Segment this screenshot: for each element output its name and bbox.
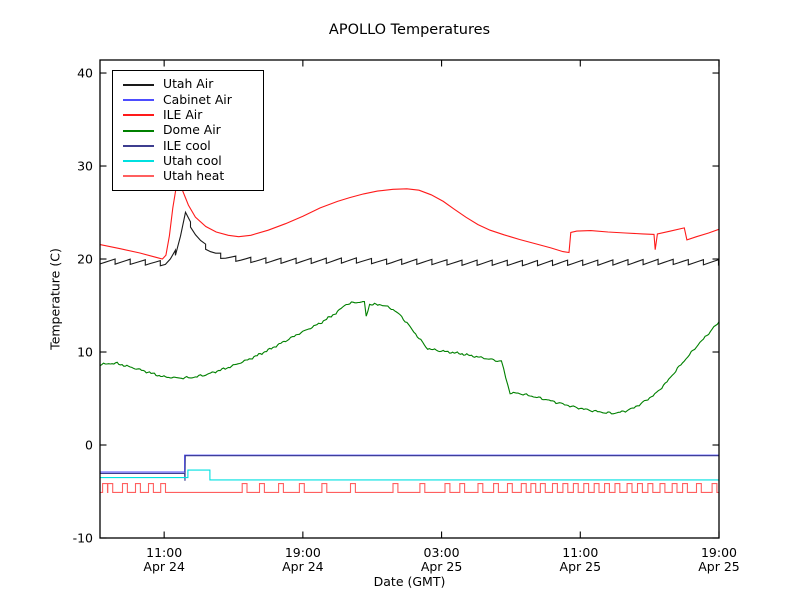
plot-frame (99, 59, 720, 539)
x-tick-label-date: Apr 25 (560, 559, 602, 574)
legend-label-utah-heat: Utah heat (163, 168, 225, 184)
y-tick-label: -10 (73, 531, 93, 546)
legend-label-dome-air: Dome Air (163, 122, 221, 138)
legend-entry-cabinet-air: Cabinet Air (113, 92, 263, 107)
y-tick-label: 0 (85, 438, 93, 453)
chart-title: APOLLO Temperatures (328, 22, 491, 38)
legend: Utah Air Cabinet Air ILE Air Dome Air ILE co… (112, 70, 264, 191)
legend-label-ile-air: ILE Air (163, 107, 203, 123)
legend-swatch-cabinet-air (123, 98, 154, 101)
legend-label-ile-cool: ILE cool (163, 137, 211, 153)
series-utah-air (100, 210, 719, 267)
series-ile-cool (100, 455, 719, 481)
y-tick-label: 30 (77, 159, 93, 174)
series-utah-heat (100, 483, 719, 493)
legend-label-utah-air: Utah Air (163, 76, 214, 92)
legend-entry-ile-air: ILE Air (113, 108, 263, 123)
legend-swatch-utah-air (123, 83, 154, 86)
x-tick-label-date: Apr 25 (698, 559, 740, 574)
legend-label-utah-cool: Utah cool (163, 152, 222, 168)
y-tick-label: 20 (77, 252, 93, 267)
x-tick-label-time: 19:00 (701, 545, 737, 560)
legend-entry-ile-cool: ILE cool (113, 138, 263, 153)
legend-swatch-dome-air (123, 129, 154, 132)
x-axis-label: Date (GMT) (373, 574, 446, 589)
legend-swatch-ile-air (123, 114, 154, 117)
y-tick-label: 10 (77, 345, 93, 360)
legend-label-cabinet-air: Cabinet Air (163, 91, 232, 107)
y-axis-label: Temperature (C) (47, 248, 63, 350)
axis-ticks (100, 60, 720, 539)
legend-entry-utah-heat: Utah heat (113, 169, 263, 184)
x-tick-label-time: 19:00 (285, 545, 321, 560)
legend-swatch-utah-heat (123, 175, 154, 178)
series-group (100, 179, 719, 493)
series-dome-air (100, 301, 719, 415)
series-utah-cool (100, 469, 719, 481)
x-tick-label-date: Apr 25 (421, 559, 463, 574)
series-cabinet-air (100, 454, 719, 473)
legend-swatch-ile-cool (123, 144, 154, 147)
x-tick-label-time: 11:00 (562, 545, 598, 560)
x-tick-label-time: 03:00 (424, 545, 460, 560)
x-tick-label-date: Apr 24 (282, 559, 324, 574)
series-ile-air (100, 179, 719, 260)
x-tick-label-time: 11:00 (146, 545, 182, 560)
legend-entry-utah-air: Utah Air (113, 77, 263, 92)
legend-swatch-utah-cool (123, 160, 154, 163)
x-tick-label-date: Apr 24 (143, 559, 185, 574)
legend-entry-dome-air: Dome Air (113, 123, 263, 138)
y-tick-label: 40 (77, 66, 93, 81)
legend-entry-utah-cool: Utah cool (113, 153, 263, 168)
